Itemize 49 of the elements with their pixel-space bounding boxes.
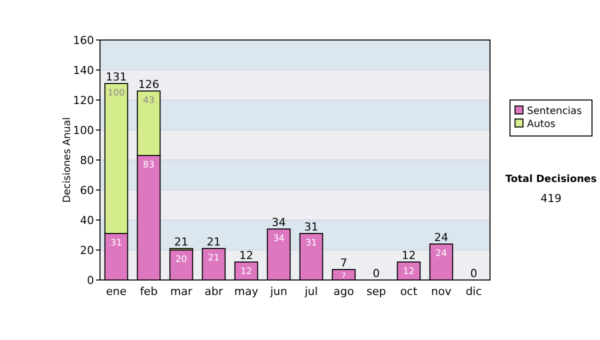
x-tick-label: abr (204, 285, 224, 298)
y-tick-label: 40 (80, 214, 94, 227)
data-label: 21 (208, 254, 220, 264)
data-label: 12 (240, 267, 252, 277)
x-tick-label: sep (366, 285, 386, 298)
y-tick-label: 140 (73, 64, 94, 77)
total-label: 126 (138, 78, 160, 91)
y-tick-label: 80 (80, 154, 94, 167)
x-tick-label: may (234, 285, 259, 298)
data-label: 20 (176, 255, 188, 265)
text: Total Decisiones (505, 174, 597, 185)
data-label: 83 (143, 160, 154, 170)
x-tick-label: jun (269, 285, 288, 298)
total-label: 34 (272, 216, 286, 229)
y-axis-title: Decisiones Anual (62, 117, 73, 203)
data-label: 31 (110, 238, 122, 248)
data-label: 43 (143, 96, 154, 106)
total-label: 131 (106, 70, 127, 84)
total-label: 0 (372, 267, 380, 280)
data-label: 34 (273, 234, 285, 244)
y-tick-label: 160 (73, 34, 94, 47)
x-tick-label: ene (106, 285, 127, 298)
x-tick-label: nov (431, 285, 452, 298)
y-tick-label: 0 (87, 274, 94, 287)
data-label: 24 (436, 249, 448, 259)
y-tick-label: 120 (73, 94, 94, 107)
x-tick-label: feb (140, 285, 158, 298)
x-tick-label: dic (466, 285, 482, 298)
y-tick-label: 100 (73, 124, 94, 137)
y-tick-label: 20 (80, 244, 94, 257)
total-label: 0 (470, 267, 478, 280)
x-tick-label: ago (334, 285, 354, 298)
total-label: 21 (174, 236, 188, 248)
total-label: 24 (434, 231, 448, 244)
legend-label: Sentencias (527, 106, 582, 117)
x-tick-label: mar (170, 285, 193, 298)
total-label: 12 (402, 249, 416, 262)
data-label: 31 (306, 238, 317, 248)
legend-label: Autos (527, 119, 556, 130)
data-label: 12 (403, 267, 414, 277)
text: 419 (540, 192, 562, 205)
x-tick-label: jul (304, 285, 318, 298)
total-label: 21 (206, 236, 221, 248)
x-tick-label: oct (400, 285, 418, 298)
data-label: 100 (108, 88, 126, 98)
total-label: 7 (340, 256, 348, 270)
y-tick-label: 60 (80, 184, 94, 197)
total-label: 12 (239, 249, 254, 262)
total-label: 31 (304, 220, 318, 234)
